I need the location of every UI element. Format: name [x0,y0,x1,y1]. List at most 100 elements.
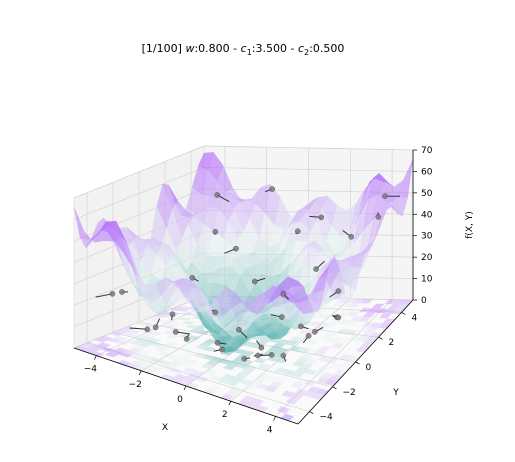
x-tick-mark [183,385,187,391]
surface-cell [334,292,351,303]
contour-cell [157,359,171,366]
contour-cell [299,329,312,335]
contour-cell [164,341,178,347]
contour-cell [168,321,183,326]
contour-cell [118,352,132,358]
contour-cell [300,352,314,359]
surface-cell [324,255,341,288]
contour-cell [205,360,219,366]
contour-cell [134,365,148,372]
contour-cell [352,298,365,304]
y-tick-label: −4 [320,413,334,423]
contour-cell [195,375,209,382]
contour-cell [274,367,288,374]
contour-cell [182,376,196,383]
contour-cell [307,386,321,394]
contour-cell [170,359,185,365]
contour-cell [180,311,194,316]
y-tick-mark [309,411,314,414]
contour-cell [382,318,396,324]
contour-cell [303,390,317,398]
contour-cell [288,345,302,352]
particle-velocity [95,293,113,298]
contour-cell [134,338,148,343]
contour-cell [241,350,255,356]
contour-cell [173,373,187,380]
contour-cell [357,326,371,332]
y-tick-label: 2 [389,338,395,348]
contour-cell [147,365,162,372]
particle-point [269,186,275,192]
contour-cell [378,323,391,329]
contour-cell [291,371,305,378]
contour-cell [313,350,327,356]
contour-cell [296,356,310,363]
contour-cell [391,309,405,315]
particle-point [335,314,342,321]
contour-cell [117,360,131,366]
grid-z-back [203,145,414,151]
contour-cell [338,310,352,316]
contour-cell [197,330,211,335]
contour-cell [193,325,207,331]
contour-cell [361,331,374,338]
contour-cell [218,358,233,365]
contour-cell [254,405,269,413]
contour-cell [170,316,184,320]
contour-cell [230,376,244,383]
contour-cell [251,335,265,341]
contour-cell [235,363,250,369]
grid-z-left [73,145,205,199]
x-tick-label: 2 [222,410,228,420]
contour-cell [109,332,123,337]
contour-cell [210,356,224,363]
particle-point [335,288,342,294]
contour-cell [168,376,183,384]
contour-cell [338,354,352,361]
contour-cell [256,383,270,390]
contour-cell [225,379,239,387]
contour-cell [131,352,146,358]
y-tick-mark [332,386,337,390]
particle-point [318,214,325,221]
particle-point [109,291,116,297]
contour-cell [163,324,178,329]
contour-cell [336,328,350,335]
contour-cell [233,348,247,355]
contour-cell [127,329,141,334]
contour-cell [165,334,180,340]
z-axis-label: f(X, Y) [465,211,475,239]
particle-point [348,233,355,240]
contour-cell [142,323,156,328]
contour-cell [379,313,392,319]
contour-cell [165,362,180,369]
contour-cell [201,363,215,370]
contour-cell [185,350,199,356]
contour-cell [347,302,361,308]
particle-point [280,291,287,297]
contour-cell [290,381,304,389]
particle-swarm [95,186,400,362]
contour-cell [242,395,256,403]
contour-cell [339,302,353,307]
contour-cell [129,340,143,346]
x-tick-mark [228,401,232,406]
contour-cell [104,352,119,358]
contour-cell [160,374,174,381]
contour-cell [142,340,157,345]
contour-cell [97,342,112,348]
particle-point [233,245,239,252]
contour-cell [139,362,153,369]
contour-cell [182,320,196,325]
contour-cell [79,344,93,349]
contour-cell [222,364,236,371]
x-tick-label: −2 [129,380,142,390]
particle-point [382,193,388,199]
contour-cell [291,361,305,368]
contour-cell [250,398,264,406]
y-tick-label: 0 [366,363,372,373]
contour-cell [273,377,287,384]
particle-point [236,326,242,333]
contour-cell [177,308,191,312]
z-tick-label: 0 [421,296,427,306]
